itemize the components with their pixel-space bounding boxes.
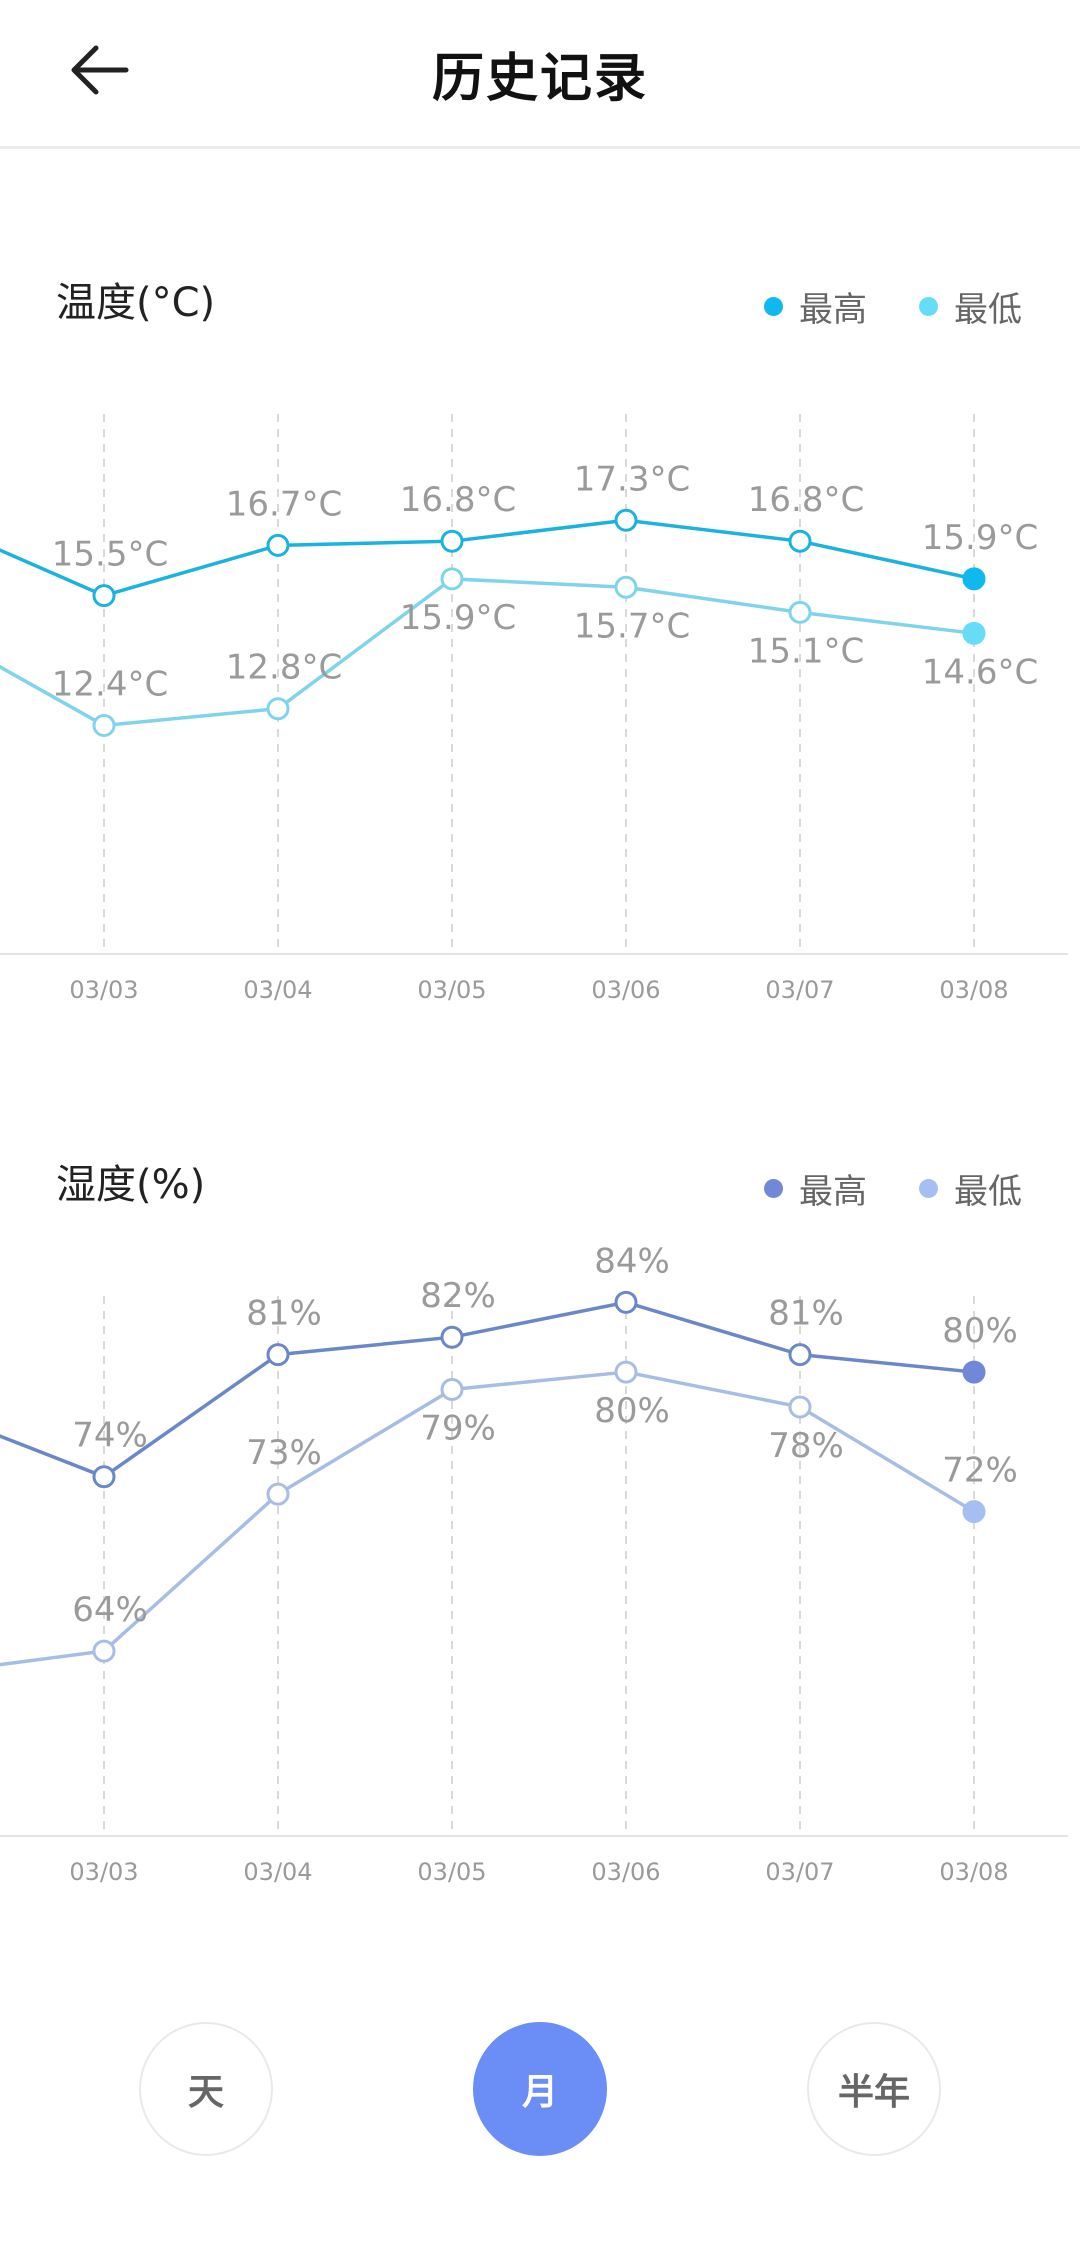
data-point [614, 1290, 638, 1314]
data-point [614, 508, 638, 532]
period-half-year-button[interactable]: 半年 [807, 2022, 941, 2156]
x-tick-label: 03/03 [69, 976, 138, 1004]
data-label: 12.8°C [226, 648, 342, 688]
data-label: 80% [594, 1391, 670, 1431]
x-tick-label: 03/07 [765, 1858, 834, 1886]
humidity-chart: 03/03 03/04 03/05 03/06 03/07 03/08 74% 81% 82% 8… [0, 1241, 1068, 1886]
data-label: 15.1°C [748, 631, 864, 671]
humidity-chart-title: 湿度(%) [56, 1162, 206, 1208]
legend-dot-icon [919, 297, 938, 316]
data-point [788, 529, 812, 553]
temperature-legend: 最高 最低 [712, 282, 1022, 331]
temperature-chart: 03/03 03/04 03/05 03/06 03/07 03/08 15.5°C 16.7… [0, 414, 1068, 1004]
x-tick-label: 03/05 [417, 976, 486, 1004]
data-label: 80% [942, 1311, 1018, 1351]
data-point [962, 1500, 986, 1524]
data-point [788, 1395, 812, 1419]
x-tick-label: 03/03 [69, 1858, 138, 1886]
data-label: 64% [72, 1590, 148, 1630]
data-label: 16.8°C [400, 480, 516, 520]
data-point [266, 1343, 290, 1367]
data-point [440, 529, 464, 553]
data-label: 84% [594, 1241, 670, 1281]
legend-dot-icon [764, 1179, 783, 1198]
data-point [440, 567, 464, 591]
temperature-chart-title: 温度(°C) [56, 280, 216, 326]
humidity-legend: 最高 最低 [712, 1164, 1022, 1213]
data-label: 16.8°C [748, 480, 864, 520]
x-tick-label: 03/04 [243, 976, 312, 1004]
data-label: 15.9°C [922, 518, 1038, 558]
legend-high-label: 最高 [799, 1172, 867, 1212]
data-point [788, 1343, 812, 1367]
x-tick-label: 03/06 [591, 976, 660, 1004]
data-label: 81% [246, 1294, 322, 1334]
temperature-legend-low: 最低 [919, 282, 1022, 331]
data-label: 72% [942, 1451, 1018, 1491]
humidity-legend-high: 最高 [764, 1164, 867, 1213]
legend-dot-icon [764, 297, 783, 316]
data-label: 17.3°C [574, 459, 690, 499]
data-point [962, 1360, 986, 1384]
humidity-legend-low: 最低 [919, 1164, 1022, 1213]
legend-low-label: 最低 [954, 1172, 1022, 1212]
data-point [614, 1360, 638, 1384]
data-label: 81% [768, 1294, 844, 1334]
data-point [788, 600, 812, 624]
page-title: 历史记录 [431, 49, 648, 109]
x-tick-label: 03/04 [243, 1858, 312, 1886]
data-point [440, 1325, 464, 1349]
data-label: 73% [246, 1433, 322, 1473]
data-label: 12.4°C [52, 664, 168, 704]
back-arrow-icon [71, 45, 129, 95]
x-tick-label: 03/08 [939, 1858, 1008, 1886]
data-label: 79% [420, 1409, 496, 1449]
legend-low-label: 最低 [954, 290, 1022, 330]
data-label: 15.9°C [400, 598, 516, 638]
data-point [92, 713, 116, 737]
data-label: 78% [768, 1426, 844, 1466]
data-point [266, 1482, 290, 1506]
data-point [92, 584, 116, 608]
x-tick-label: 03/07 [765, 976, 834, 1004]
data-point [614, 575, 638, 599]
back-button[interactable] [62, 30, 142, 110]
period-month-button[interactable]: 月 [473, 2022, 607, 2156]
temperature-legend-high: 最高 [764, 282, 867, 331]
legend-dot-icon [919, 1179, 938, 1198]
x-tick-label: 03/05 [417, 1858, 486, 1886]
data-point [962, 621, 986, 645]
data-point [266, 697, 290, 721]
data-label: 15.5°C [52, 535, 168, 575]
data-point [962, 567, 986, 591]
data-label: 82% [420, 1276, 496, 1316]
data-label: 14.6°C [922, 652, 1038, 692]
period-day-button[interactable]: 天 [139, 2022, 273, 2156]
data-label: 15.7°C [574, 606, 690, 646]
data-label: 74% [72, 1416, 148, 1456]
x-tick-label: 03/06 [591, 1858, 660, 1886]
data-point [92, 1639, 116, 1663]
header-bar: 历史记录 [0, 0, 1080, 149]
x-tick-label: 03/08 [939, 976, 1008, 1004]
data-point [92, 1465, 116, 1489]
data-point [440, 1378, 464, 1401]
data-point [266, 533, 290, 557]
legend-high-label: 最高 [799, 290, 867, 330]
data-label: 16.7°C [226, 484, 342, 524]
